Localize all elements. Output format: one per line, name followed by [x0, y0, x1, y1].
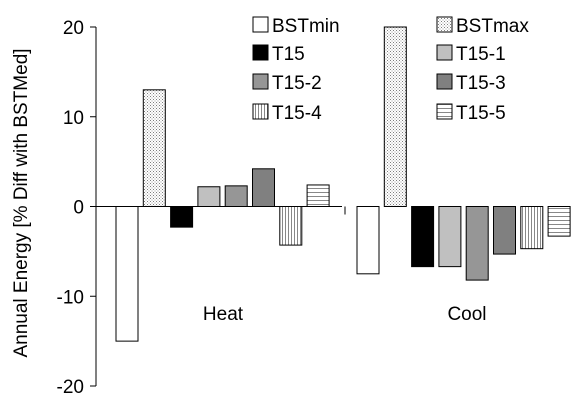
y-tick-label: -20 — [57, 377, 84, 395]
bar-cool-bstmax — [383, 26, 407, 207]
bar-heat-t15-1 — [197, 186, 221, 208]
bar-heat-bstmax — [142, 89, 166, 207]
legend-swatch-t15-2 — [252, 73, 269, 90]
bars — [115, 26, 571, 342]
legend-label-t15: T15 — [272, 44, 305, 65]
bar-heat-t15 — [170, 206, 194, 228]
bar-heat-t15-5 — [306, 184, 330, 208]
legend-swatch-t15-1 — [436, 44, 453, 61]
legend-swatch-t15-3 — [436, 73, 453, 90]
bar-cool-t15 — [411, 206, 435, 268]
legend-label-t15-5: T15-5 — [456, 103, 506, 124]
legend-label-t15-3: T15-3 — [456, 73, 506, 94]
bar-cool-t15-4 — [520, 206, 544, 250]
bar-cool-t15-1 — [438, 206, 462, 268]
legend-swatch-bstmax — [436, 16, 453, 33]
group-label-cool: Cool — [447, 304, 486, 325]
legend-label-bstmax: BSTmax — [456, 16, 529, 37]
bar-heat-t15-2 — [224, 185, 248, 207]
y-axis-label: Annual Energy [% Diff with BSTMed] — [11, 48, 32, 357]
legend-swatch-bstmin — [252, 16, 269, 33]
legend: BSTmin BSTmax T15 T15-1 T15-2 T15-3 T15-4 T15-5 — [252, 16, 529, 124]
legend-label-t15-4: T15-4 — [272, 103, 322, 124]
legend-label-t15-2: T15-2 — [272, 73, 322, 94]
y-tick-label: 0 — [73, 198, 84, 219]
legend-swatch-t15-4 — [252, 103, 269, 120]
bar-cool-t15-2 — [465, 206, 489, 281]
bar-cool-bstmin — [356, 206, 380, 275]
bar-cool-t15-3 — [493, 206, 516, 255]
bar-heat-bstmin — [115, 206, 139, 342]
legend-swatch-t15-5 — [436, 103, 453, 120]
legend-swatch-t15 — [252, 44, 269, 61]
bar-cool-t15-5 — [547, 206, 571, 237]
group-label-heat: Heat — [203, 304, 244, 325]
y-axis-ticks: -20 -10 0 10 20 — [57, 18, 346, 395]
y-tick-label: 10 — [63, 108, 84, 129]
legend-label-bstmin: BSTmin — [272, 16, 340, 37]
bar-heat-t15-4 — [279, 206, 303, 246]
y-tick-label: -10 — [57, 287, 84, 308]
bar-heat-t15-3 — [252, 168, 275, 207]
legend-label-t15-1: T15-1 — [456, 44, 506, 65]
y-tick-label: 20 — [63, 18, 84, 39]
